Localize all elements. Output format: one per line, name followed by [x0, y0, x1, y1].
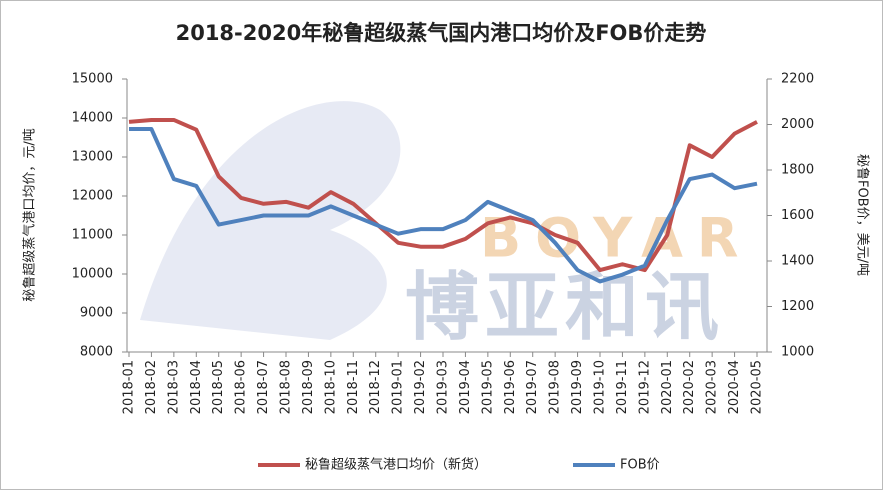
x-tick-label: 2018-05	[211, 360, 226, 414]
x-tick-label: 2019-06	[503, 360, 518, 414]
x-tick-label: 2019-09	[570, 360, 585, 414]
x-tick-label: 2018-06	[234, 360, 249, 414]
y2-tick-label: 1800	[781, 163, 814, 178]
y2-tick-label: 1400	[781, 254, 814, 269]
y-tick-label: 15000	[72, 72, 113, 87]
y-tick-label: 13000	[72, 150, 113, 165]
x-tick-label: 2018-07	[256, 360, 271, 414]
x-tick-label: 2019-12	[637, 360, 652, 414]
x-tick-label: 2019-01	[391, 360, 406, 414]
x-tick-label: 2018-08	[279, 360, 294, 414]
x-tick-label: 2019-04	[458, 360, 473, 414]
logo-bird	[140, 101, 401, 340]
x-tick-label: 2019-08	[548, 360, 563, 414]
y-tick-label: 9000	[80, 306, 113, 321]
x-tick-label: 2018-04	[189, 360, 204, 414]
y2-tick-label: 1600	[781, 208, 814, 223]
x-tick-label: 2019-10	[593, 360, 608, 414]
x-tick-label: 2020-01	[660, 360, 675, 414]
x-tick-label: 2019-07	[525, 360, 540, 414]
y-tick-label: 12000	[72, 189, 113, 204]
x-tick-label: 2019-03	[436, 360, 451, 414]
y-tick-label: 10000	[72, 267, 113, 282]
legend-label: FOB价	[620, 458, 660, 473]
x-tick-label: 2018-10	[323, 360, 338, 414]
x-tick-label: 2018-02	[144, 360, 159, 414]
y2-tick-label: 1000	[781, 345, 814, 360]
x-tick-label: 2019-11	[615, 360, 630, 414]
y2-tick-label: 2200	[781, 72, 814, 87]
legend-label: 秘鲁超级蒸气港口均价（新货）	[305, 457, 487, 473]
chart-title: 2018-2020年秘鲁超级蒸气国内港口均价及FOB价走势	[176, 21, 707, 45]
y2-tick-label: 1200	[781, 299, 814, 314]
x-tick-label: 2018-03	[166, 360, 181, 414]
y-axis-title: 秘鲁超级蒸气港口均价，元/吨	[22, 128, 38, 301]
x-tick-label: 2018-09	[301, 360, 316, 414]
x-tick-label: 2019-05	[480, 360, 495, 414]
x-tick-label: 2018-01	[122, 360, 137, 414]
x-tick-label: 2020-04	[727, 360, 742, 414]
x-tick-label: 2018-11	[346, 360, 361, 414]
series-line	[129, 127, 758, 284]
y-tick-label: 8000	[80, 345, 113, 360]
x-tick-label: 2020-05	[750, 360, 765, 414]
y-tick-label: 11000	[72, 228, 113, 243]
watermark-chinese: 博亚和讯	[405, 265, 725, 351]
series-line	[128, 117, 758, 273]
x-tick-label: 2018-12	[368, 360, 383, 414]
y2-tick-label: 2000	[781, 117, 814, 132]
y2-axis-title: 秘鲁FOB价，美元/吨	[855, 154, 870, 276]
x-tick-label: 2020-02	[682, 360, 697, 414]
x-tick-label: 2020-03	[705, 360, 720, 414]
y-tick-label: 14000	[72, 111, 113, 126]
x-tick-label: 2019-02	[413, 360, 428, 414]
